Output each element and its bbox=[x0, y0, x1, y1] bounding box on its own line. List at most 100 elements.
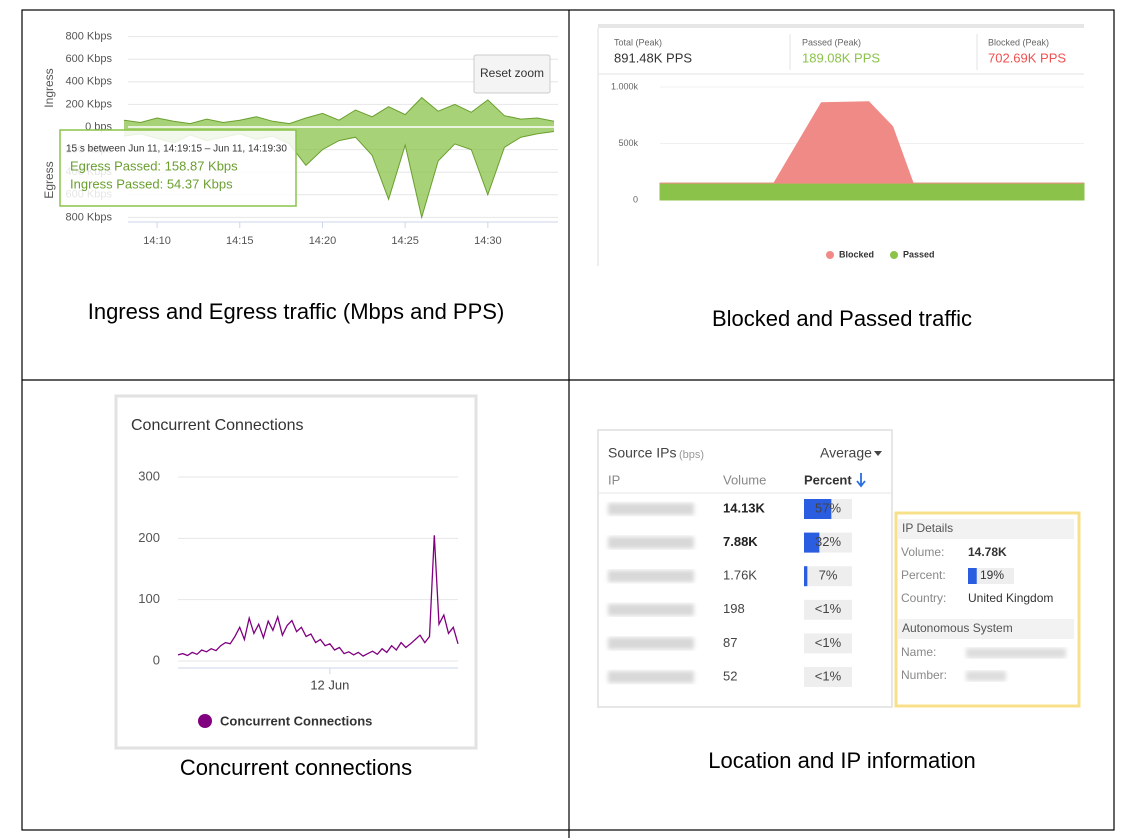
percent-label: 7% bbox=[819, 568, 838, 583]
blurred-ip bbox=[608, 637, 694, 650]
x-tick-label: 14:20 bbox=[309, 235, 337, 247]
tooltip-header: 15 s between Jun 11, 14:19:15 – Jun 11, … bbox=[66, 144, 287, 155]
x-tick-label: 14:15 bbox=[226, 235, 254, 247]
x-tick-label: 14:25 bbox=[391, 235, 419, 247]
area-line bbox=[123, 96, 555, 125]
stat-label: Blocked (Peak) bbox=[988, 37, 1049, 47]
y-tick-label: 200 bbox=[138, 530, 160, 545]
legend-label: Blocked bbox=[839, 249, 874, 259]
percent-bar bbox=[804, 532, 820, 553]
volume: 52 bbox=[723, 668, 737, 683]
percent-label: <1% bbox=[815, 601, 842, 616]
card bbox=[114, 394, 478, 750]
field-label: Country: bbox=[901, 591, 946, 605]
legend-marker bbox=[890, 251, 898, 259]
y-tick-label: 600 Kbps bbox=[66, 53, 113, 65]
line bbox=[177, 535, 459, 657]
table-unit: (bps) bbox=[679, 449, 704, 461]
field-value: 14.78K bbox=[968, 545, 1007, 559]
blurred-value bbox=[966, 671, 1006, 681]
section-title: IP Details bbox=[902, 521, 953, 535]
percent-label: <1% bbox=[815, 635, 842, 650]
x-tick-label: 14:30 bbox=[474, 235, 502, 247]
chart-title: Concurrent Connections bbox=[131, 417, 304, 434]
percent-box bbox=[804, 566, 852, 587]
y-tick-label: 1.000k bbox=[611, 81, 639, 91]
area-fill bbox=[124, 127, 554, 218]
section-header bbox=[898, 519, 1074, 539]
area bbox=[660, 101, 1084, 184]
y2-tick-label: 800 Kbps bbox=[66, 211, 113, 223]
percent-box bbox=[804, 633, 852, 654]
legend-marker bbox=[198, 714, 212, 728]
y-tick-label: 0 bbox=[633, 194, 638, 204]
column-header[interactable]: Percent bbox=[804, 472, 852, 487]
field-label: Percent: bbox=[901, 568, 946, 582]
y2-axis-title: Egress bbox=[42, 161, 56, 198]
percent-label: <1% bbox=[815, 668, 842, 683]
y-axis-title: Ingress bbox=[42, 68, 56, 107]
field-label: Number: bbox=[901, 668, 947, 682]
caption: Ingress and Egress traffic (Mbps and PPS… bbox=[88, 299, 505, 324]
caption: Location and IP information bbox=[708, 748, 975, 773]
caption: Concurrent connections bbox=[180, 755, 412, 780]
aggregate-dropdown[interactable]: Average bbox=[820, 445, 872, 461]
volume: 1.76K bbox=[723, 568, 757, 583]
sort-arrow bbox=[856, 473, 866, 488]
percent-bar bbox=[968, 568, 977, 584]
y-tick-label: 300 bbox=[138, 468, 160, 483]
y-tick-label: 400 Kbps bbox=[66, 76, 113, 88]
stat-value: 702.69K PPS bbox=[988, 50, 1066, 65]
caption: Blocked and Passed traffic bbox=[712, 306, 972, 331]
stat-label: Total (Peak) bbox=[614, 37, 662, 47]
reset-zoom-button[interactable] bbox=[473, 54, 551, 94]
volume: 7.88K bbox=[723, 534, 758, 549]
y-tick-label: 200 Kbps bbox=[66, 98, 113, 110]
section-header bbox=[898, 619, 1074, 639]
field-label: Volume: bbox=[901, 545, 944, 559]
card-edge bbox=[598, 24, 1084, 28]
y-tick-label: 500k bbox=[618, 138, 638, 148]
y-tick-label: 800 Kbps bbox=[66, 31, 113, 43]
tooltip bbox=[59, 129, 297, 207]
percent-label: 57% bbox=[815, 500, 841, 515]
volume: 87 bbox=[723, 635, 737, 650]
percent-bar bbox=[804, 499, 832, 519]
section-title: Autonomous System bbox=[902, 621, 1013, 635]
volume: 14.13K bbox=[723, 500, 766, 515]
stat-value: 891.48K PPS bbox=[614, 50, 692, 65]
table-border bbox=[21, 9, 1115, 831]
x-tick-label: 14:10 bbox=[143, 235, 171, 247]
area-fill bbox=[124, 97, 554, 127]
legend-marker bbox=[826, 251, 834, 259]
stat-label: Passed (Peak) bbox=[802, 37, 861, 47]
percent-box bbox=[804, 599, 852, 620]
field-label: Name: bbox=[901, 645, 936, 659]
column-header: Volume bbox=[723, 472, 766, 487]
blurred-ip bbox=[608, 603, 694, 616]
table-title: Source IPs bbox=[608, 445, 676, 461]
blurred-ip bbox=[608, 671, 694, 683]
field-value: United Kingdom bbox=[968, 591, 1053, 605]
area bbox=[659, 182, 1085, 201]
stat-value: 189.08K PPS bbox=[802, 50, 880, 65]
blurred-ip bbox=[608, 536, 694, 549]
x-tick-label: 12 Jun bbox=[310, 677, 349, 692]
percent-label: 32% bbox=[815, 534, 841, 549]
percent-box bbox=[968, 568, 1014, 584]
blurred-ip bbox=[608, 503, 694, 515]
dropdown-caret[interactable] bbox=[874, 451, 882, 456]
legend-label: Concurrent Connections bbox=[220, 713, 372, 728]
y-tick-label: 100 bbox=[138, 591, 160, 606]
tooltip-line: Ingress Passed: 54.37 Kbps bbox=[70, 176, 233, 191]
column-header: IP bbox=[608, 472, 620, 487]
reset-zoom-label[interactable]: Reset zoom bbox=[480, 66, 544, 80]
blurred-ip bbox=[608, 570, 694, 583]
legend-label: Passed bbox=[903, 249, 935, 259]
field-value: 19% bbox=[980, 568, 1004, 582]
tooltip-line: Egress Passed: 158.87 Kbps bbox=[70, 158, 238, 173]
percent-box bbox=[804, 667, 852, 687]
y-tick-label: 0 bbox=[153, 652, 160, 667]
